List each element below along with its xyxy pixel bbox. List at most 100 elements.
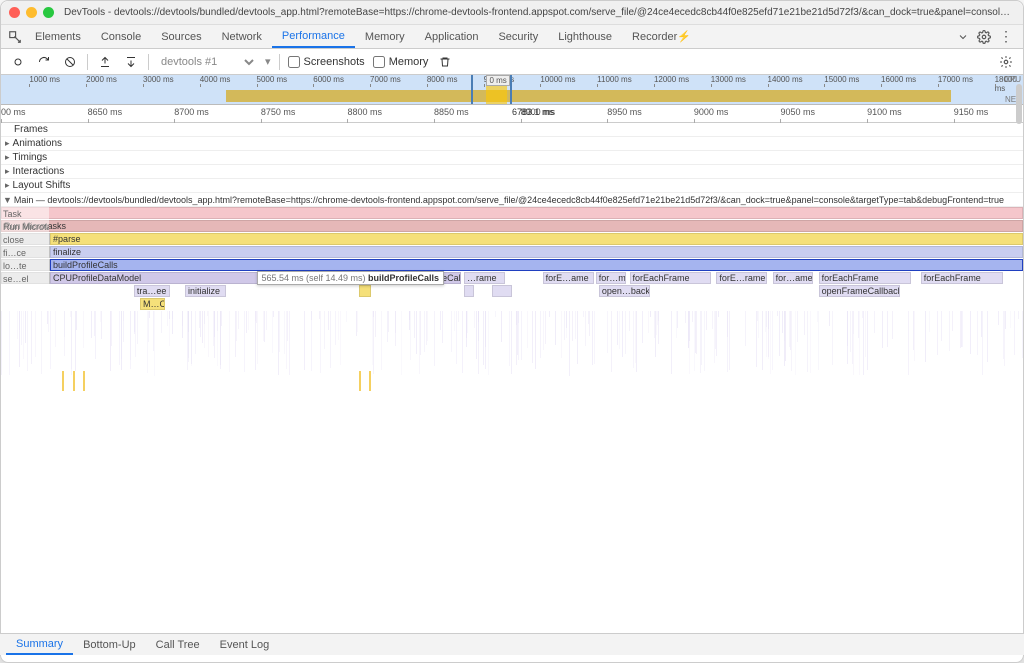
panel-tab-console[interactable]: Console bbox=[91, 25, 151, 48]
flame-bar[interactable] bbox=[464, 285, 474, 297]
garbage-collect-icon[interactable] bbox=[436, 53, 454, 71]
vertical-scrollbar[interactable] bbox=[1016, 74, 1022, 633]
overview-tick: 15000 ms bbox=[824, 75, 859, 84]
flame-bar[interactable]: buildProfileCalls bbox=[50, 259, 1023, 271]
detail-tick: 9150 ms bbox=[954, 107, 989, 117]
panel-tab-lighthouse[interactable]: Lighthouse bbox=[548, 25, 622, 48]
main-thread-header[interactable]: ▼ Main — devtools://devtools/bundled/dev… bbox=[1, 193, 1023, 207]
flame-bar[interactable] bbox=[1, 207, 1023, 219]
more-menu-icon[interactable]: ⋮ bbox=[999, 28, 1013, 45]
flame-chart[interactable]: TaskRun MicrotasksRun Microtasksclose#pa… bbox=[1, 207, 1023, 311]
flame-row-label: lo…te bbox=[1, 259, 49, 272]
panel-tab-sources[interactable]: Sources bbox=[151, 25, 211, 48]
record-icon[interactable] bbox=[9, 53, 27, 71]
flame-bar[interactable] bbox=[359, 285, 371, 297]
panel-tab-network[interactable]: Network bbox=[212, 25, 272, 48]
flame-bar[interactable]: for…ame bbox=[773, 272, 814, 284]
profile-select[interactable]: devtools #1 bbox=[157, 55, 257, 69]
flame-row-label: se…el bbox=[1, 272, 49, 285]
flame-bar[interactable]: forEachFrame bbox=[630, 272, 712, 284]
track-label: Interactions bbox=[13, 166, 65, 177]
performance-toolbar: devtools #1 ▾ Screenshots Memory bbox=[1, 49, 1023, 75]
close-window-icon[interactable] bbox=[9, 7, 20, 18]
flame-bar[interactable]: openFrameCallback bbox=[819, 285, 901, 297]
flame-bar[interactable]: initialize bbox=[185, 285, 226, 297]
overview-mid-badge: 0 ms bbox=[486, 75, 509, 86]
details-tab-bottom-up[interactable]: Bottom-Up bbox=[73, 634, 146, 655]
maximize-window-icon[interactable] bbox=[43, 7, 54, 18]
inspect-icon[interactable] bbox=[5, 25, 25, 48]
panel-tab-memory[interactable]: Memory bbox=[355, 25, 415, 48]
overview-tick: 6000 ms bbox=[313, 75, 344, 84]
flame-bar[interactable]: finalize bbox=[50, 246, 1023, 258]
screenshots-input[interactable] bbox=[288, 56, 300, 68]
dropdown-arrow-icon: ▾ bbox=[265, 55, 271, 68]
flame-bar[interactable]: M…C bbox=[140, 298, 165, 310]
window-title: DevTools - devtools://devtools/bundled/d… bbox=[64, 7, 1015, 18]
memory-label: Memory bbox=[389, 56, 429, 68]
detail-tick: 8750 ms bbox=[261, 107, 296, 117]
flame-bar[interactable]: forE…rame bbox=[716, 272, 767, 284]
flame-bar[interactable]: tra…ee bbox=[134, 285, 170, 297]
overview-tick: 8000 ms bbox=[427, 75, 458, 84]
panel-tab-recorder[interactable]: Recorder ⚡ bbox=[622, 25, 701, 48]
detail-time-ruler[interactable]: 00 ms8650 ms8700 ms8750 ms8800 ms8850 ms… bbox=[1, 105, 1023, 123]
detail-tick: 9100 ms bbox=[867, 107, 902, 117]
reload-icon[interactable] bbox=[35, 53, 53, 71]
flame-bar[interactable] bbox=[492, 285, 512, 297]
details-tab-summary[interactable]: Summary bbox=[6, 634, 73, 655]
panel-tab-performance[interactable]: Performance bbox=[272, 25, 355, 48]
details-tab-event-log[interactable]: Event Log bbox=[210, 634, 280, 655]
expand-icon[interactable] bbox=[957, 31, 969, 43]
track-header-animations[interactable]: ▸Animations bbox=[1, 137, 1023, 151]
flame-row-label: close bbox=[1, 233, 49, 246]
scrollbar-thumb[interactable] bbox=[1016, 84, 1022, 124]
flame-row-label: fi…ce bbox=[1, 246, 49, 259]
panel-tab-security[interactable]: Security bbox=[488, 25, 548, 48]
flame-row-label: Task bbox=[1, 207, 49, 220]
overview-tick: 2000 ms bbox=[86, 75, 117, 84]
track-label: Timings bbox=[13, 152, 48, 163]
flame-bar[interactable]: forE…ame bbox=[543, 272, 594, 284]
track-header-interactions[interactable]: ▸Interactions bbox=[1, 165, 1023, 179]
panel-tab-elements[interactable]: Elements bbox=[25, 25, 91, 48]
minimize-window-icon[interactable] bbox=[26, 7, 37, 18]
flame-bar[interactable]: forEachFrame bbox=[921, 272, 1003, 284]
window-titlebar: DevTools - devtools://devtools/bundled/d… bbox=[1, 1, 1023, 25]
detail-tick: 9050 ms bbox=[780, 107, 815, 117]
capture-settings-gear-icon[interactable] bbox=[997, 53, 1015, 71]
flame-bar[interactable]: forEachFrame bbox=[819, 272, 911, 284]
flame-row-label: Run Microtasks bbox=[1, 220, 49, 233]
track-header-frames[interactable]: Frames bbox=[1, 123, 1023, 137]
clear-icon[interactable] bbox=[61, 53, 79, 71]
details-tab-call-tree[interactable]: Call Tree bbox=[146, 634, 210, 655]
detail-tick: 8950 ms bbox=[607, 107, 642, 117]
settings-gear-icon[interactable] bbox=[977, 30, 991, 44]
screenshots-label: Screenshots bbox=[304, 56, 365, 68]
overview-tick: 14000 ms bbox=[768, 75, 803, 84]
memory-input[interactable] bbox=[373, 56, 385, 68]
track-header-layout-shifts[interactable]: ▸Layout Shifts bbox=[1, 179, 1023, 193]
overview-tick: 10000 ms bbox=[540, 75, 575, 84]
devtools-panel-tabs: ElementsConsoleSourcesNetworkPerformance… bbox=[1, 25, 1023, 49]
screenshots-checkbox[interactable]: Screenshots bbox=[288, 56, 365, 68]
expand-arrow-icon: ▸ bbox=[5, 138, 10, 149]
track-label: Frames bbox=[14, 124, 48, 135]
flame-bar[interactable]: #parse bbox=[50, 233, 1023, 245]
flame-bar[interactable]: for…me bbox=[596, 272, 627, 284]
flame-bar[interactable]: Run Microtasks bbox=[1, 220, 1023, 232]
overview-minimap[interactable]: 1000 ms2000 ms3000 ms4000 ms5000 ms6000 … bbox=[1, 75, 1023, 105]
overview-tick: 13000 ms bbox=[711, 75, 746, 84]
flame-bar[interactable]: open…back bbox=[599, 285, 650, 297]
overview-tick: 16000 ms bbox=[881, 75, 916, 84]
cpu-activity-bar bbox=[226, 90, 952, 102]
recorder-badge-icon: ⚡ bbox=[677, 30, 691, 43]
memory-checkbox[interactable]: Memory bbox=[373, 56, 429, 68]
load-profile-icon[interactable] bbox=[96, 53, 114, 71]
flame-row: M…C bbox=[1, 298, 1023, 311]
panel-tab-application[interactable]: Application bbox=[415, 25, 489, 48]
flame-row: fi…cefinalize bbox=[1, 246, 1023, 259]
save-profile-icon[interactable] bbox=[122, 53, 140, 71]
track-header-timings[interactable]: ▸Timings bbox=[1, 151, 1023, 165]
flame-bar[interactable]: …rame bbox=[464, 272, 505, 284]
